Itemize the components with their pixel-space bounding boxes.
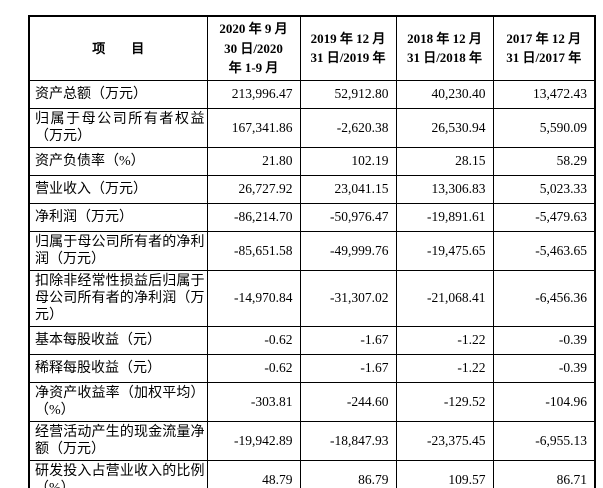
cell-value: 23,041.15 xyxy=(299,174,397,204)
cell-value: 26,530.94 xyxy=(395,107,494,148)
row-label: 资产总额（万元） xyxy=(28,79,208,109)
header-period-2017: 2017 年 12 月 31 日/2017 年 xyxy=(492,15,596,81)
cell-value: -86,214.70 xyxy=(206,202,301,232)
cell-value: -23,375.45 xyxy=(395,420,494,461)
cell-value: -5,463.65 xyxy=(492,230,596,271)
cell-value: -18,847.93 xyxy=(299,420,397,461)
table-row-net-profit: 净利润（万元） -86,214.70 -50,976.47 -19,891.61… xyxy=(28,202,596,232)
cell-value: 58.29 xyxy=(492,146,596,176)
header-row: 项 目 2020 年 9 月 30 日/2020 年 1-9 月 2019 年 … xyxy=(28,15,596,81)
table-row-revenue: 营业收入（万元） 26,727.92 23,041.15 13,306.83 5… xyxy=(28,174,596,204)
financial-summary-table: 项 目 2020 年 9 月 30 日/2020 年 1-9 月 2019 年 … xyxy=(28,15,596,488)
row-label: 稀释每股收益（元） xyxy=(28,353,208,383)
cell-value: 167,341.86 xyxy=(206,107,301,148)
cell-value: -0.39 xyxy=(492,325,596,355)
cell-value: 48.79 xyxy=(206,459,301,488)
cell-value: -5,479.63 xyxy=(492,202,596,232)
cell-value: -19,891.61 xyxy=(395,202,494,232)
cell-value: -244.60 xyxy=(299,381,397,422)
cell-value: 13,306.83 xyxy=(395,174,494,204)
cell-value: 86.79 xyxy=(299,459,397,488)
cell-value: 13,472.43 xyxy=(492,79,596,109)
row-label: 研发投入占营业收入的比例（%） xyxy=(28,459,208,488)
cell-value: -0.62 xyxy=(206,325,301,355)
row-label: 基本每股收益（元） xyxy=(28,325,208,355)
cell-value: 102.19 xyxy=(299,146,397,176)
table-row-parent-net-profit: 归属于母公司所有者的净利润（万元） -85,651.58 -49,999.76 … xyxy=(28,230,596,271)
cell-value: -49,999.76 xyxy=(299,230,397,271)
cell-value: -1.67 xyxy=(299,325,397,355)
cell-value: 52,912.80 xyxy=(299,79,397,109)
cell-value: 109.57 xyxy=(395,459,494,488)
cell-value: -303.81 xyxy=(206,381,301,422)
cell-value: -0.39 xyxy=(492,353,596,383)
cell-value: -31,307.02 xyxy=(299,269,397,327)
cell-value: -14,970.84 xyxy=(206,269,301,327)
cell-value: -0.62 xyxy=(206,353,301,383)
row-label: 归属于母公司所有者权益（万元） xyxy=(28,107,208,148)
cell-value: -19,942.89 xyxy=(206,420,301,461)
cell-value: 21.80 xyxy=(206,146,301,176)
table-row-debt-ratio: 资产负债率（%） 21.80 102.19 28.15 58.29 xyxy=(28,146,596,176)
cell-value: -6,456.36 xyxy=(492,269,596,327)
cell-value: -21,068.41 xyxy=(395,269,494,327)
table-row-rd-ratio: 研发投入占营业收入的比例（%） 48.79 86.79 109.57 86.71 xyxy=(28,459,596,488)
row-label: 扣除非经常性损益后归属于母公司所有者的净利润（万元） xyxy=(28,269,208,327)
cell-value: -6,955.13 xyxy=(492,420,596,461)
cell-value: -1.22 xyxy=(395,325,494,355)
cell-value: 5,590.09 xyxy=(492,107,596,148)
cell-value: -129.52 xyxy=(395,381,494,422)
row-label: 归属于母公司所有者的净利润（万元） xyxy=(28,230,208,271)
cell-value: 26,727.92 xyxy=(206,174,301,204)
header-period-2018: 2018 年 12 月 31 日/2018 年 xyxy=(395,15,494,81)
table-row-basic-eps: 基本每股收益（元） -0.62 -1.67 -1.22 -0.39 xyxy=(28,325,596,355)
cell-value: 86.71 xyxy=(492,459,596,488)
cell-value: -104.96 xyxy=(492,381,596,422)
table-row-roe: 净资产收益率（加权平均）（%） -303.81 -244.60 -129.52 … xyxy=(28,381,596,422)
row-label: 经营活动产生的现金流量净额（万元） xyxy=(28,420,208,461)
header-item: 项 目 xyxy=(28,15,208,81)
cell-value: 28.15 xyxy=(395,146,494,176)
cell-value: -1.22 xyxy=(395,353,494,383)
table-row-non-recurring-net-profit: 扣除非经常性损益后归属于母公司所有者的净利润（万元） -14,970.84 -3… xyxy=(28,269,596,327)
table-row-parent-equity: 归属于母公司所有者权益（万元） 167,341.86 -2,620.38 26,… xyxy=(28,107,596,148)
cell-value: -85,651.58 xyxy=(206,230,301,271)
table-row-diluted-eps: 稀释每股收益（元） -0.62 -1.67 -1.22 -0.39 xyxy=(28,353,596,383)
header-period-2019: 2019 年 12 月 31 日/2019 年 xyxy=(299,15,397,81)
cell-value: -50,976.47 xyxy=(299,202,397,232)
cell-value: -2,620.38 xyxy=(299,107,397,148)
row-label: 净资产收益率（加权平均）（%） xyxy=(28,381,208,422)
cell-value: -19,475.65 xyxy=(395,230,494,271)
table-row-total-assets: 资产总额（万元） 213,996.47 52,912.80 40,230.40 … xyxy=(28,79,596,109)
row-label: 净利润（万元） xyxy=(28,202,208,232)
cell-value: 213,996.47 xyxy=(206,79,301,109)
row-label: 资产负债率（%） xyxy=(28,146,208,176)
cell-value: 40,230.40 xyxy=(395,79,494,109)
cell-value: 5,023.33 xyxy=(492,174,596,204)
table-row-operating-cash-flow: 经营活动产生的现金流量净额（万元） -19,942.89 -18,847.93 … xyxy=(28,420,596,461)
cell-value: -1.67 xyxy=(299,353,397,383)
header-period-2020: 2020 年 9 月 30 日/2020 年 1-9 月 xyxy=(206,15,301,81)
row-label: 营业收入（万元） xyxy=(28,174,208,204)
